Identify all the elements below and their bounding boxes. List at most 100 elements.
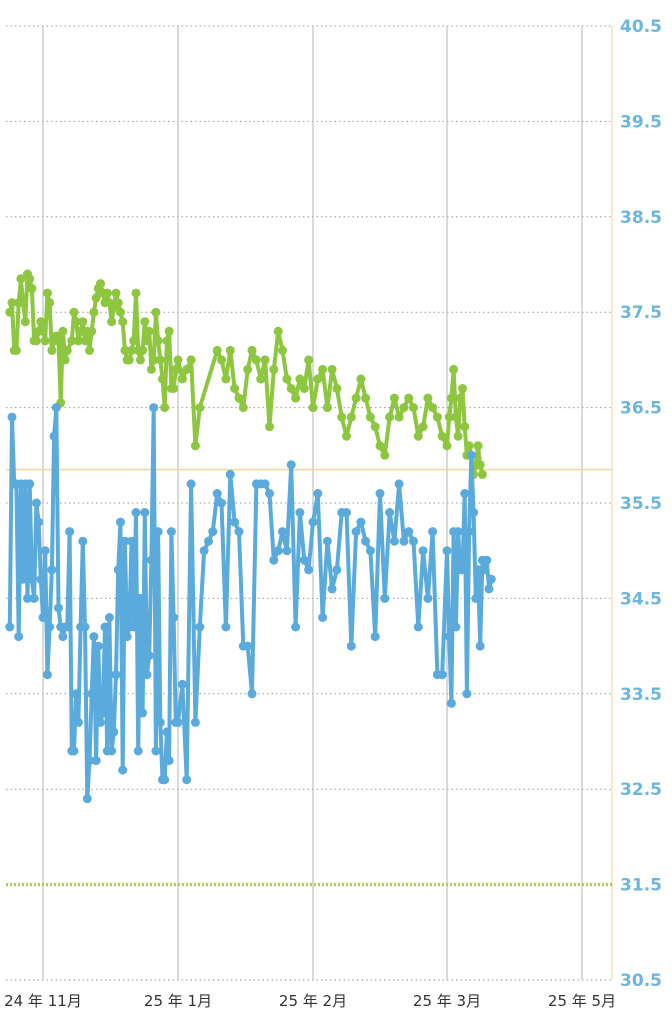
green-data-point — [449, 364, 459, 374]
blue-data-point — [14, 632, 24, 642]
blue-data-point — [87, 689, 97, 699]
green-data-point — [444, 412, 454, 422]
green-series — [5, 269, 487, 479]
blue-data-point — [460, 489, 470, 498]
blue-data-point — [375, 489, 385, 498]
green-data-point — [76, 326, 86, 336]
blue-data-point — [38, 613, 48, 622]
blue-data-point — [71, 689, 81, 699]
green-data-point — [477, 469, 487, 479]
green-data-point — [118, 317, 128, 327]
green-data-point — [332, 384, 342, 393]
y-tick-label: 31.5 — [620, 876, 662, 896]
x-axis-tick-labels: 24 年 11月 25 年 1月 25 年 2月 25 年 3月 25 年 5月 — [4, 992, 616, 1010]
green-data-point — [102, 288, 112, 298]
blue-data-point — [113, 565, 123, 575]
green-data-point — [375, 441, 385, 451]
blue-data-point — [118, 765, 128, 775]
y-tick-label: 30.5 — [620, 971, 662, 991]
green-data-point — [149, 355, 159, 365]
blue-data-point — [260, 479, 270, 489]
green-data-point — [256, 374, 266, 384]
y-axis-tick-labels: 40.5 39.5 38.5 37.5 36.5 35.5 34.5 33.5 32.5 31.5… — [620, 17, 662, 991]
blue-data-point — [247, 689, 257, 699]
blue-data-point — [423, 593, 433, 603]
green-data-point — [107, 317, 117, 327]
green-data-point — [247, 345, 257, 355]
y-tick-label: 39.5 — [620, 112, 662, 132]
green-data-point — [85, 345, 94, 355]
green-data-point — [365, 412, 375, 422]
green-data-point — [89, 307, 99, 317]
green-data-point — [428, 403, 438, 413]
blue-data-point — [135, 593, 145, 603]
blue-data-point — [29, 593, 39, 603]
blue-data-point — [437, 670, 447, 680]
blue-data-point — [80, 622, 90, 632]
green-data-point — [164, 326, 174, 336]
green-data-point — [120, 345, 130, 355]
green-data-point — [18, 298, 28, 308]
green-data-point — [265, 422, 274, 432]
green-data-point — [437, 431, 447, 441]
blue-data-point — [7, 412, 17, 422]
green-data-point — [278, 345, 287, 355]
green-data-point — [127, 345, 136, 355]
green-data-point — [356, 374, 366, 384]
blue-data-point — [413, 622, 423, 632]
blue-data-point — [332, 565, 342, 575]
green-data-point — [111, 288, 121, 298]
y-tick-label: 36.5 — [620, 399, 662, 419]
x-tick-label: 25 年 3月 — [413, 992, 481, 1010]
green-data-point — [238, 403, 248, 413]
blue-data-point — [469, 508, 479, 517]
blue-data-point — [286, 460, 296, 470]
green-data-point — [453, 431, 463, 441]
blue-data-point — [322, 536, 332, 546]
blue-data-point — [98, 708, 108, 718]
blue-data-point — [111, 670, 121, 680]
blue-data-point — [394, 479, 404, 489]
blue-data-point — [313, 489, 323, 498]
green-data-point — [60, 355, 70, 365]
vertical-gridlines — [42, 26, 613, 980]
y-tick-label: 40.5 — [620, 17, 662, 37]
green-data-point — [473, 441, 483, 451]
green-data-point — [286, 384, 296, 393]
blue-data-point — [107, 746, 117, 756]
green-data-point — [62, 345, 72, 355]
green-data-point — [195, 403, 205, 413]
green-data-point — [151, 307, 161, 317]
green-data-point — [351, 393, 361, 403]
blue-data-point — [69, 746, 79, 756]
green-data-point — [423, 393, 433, 403]
blue-data-point — [162, 727, 172, 737]
blue-data-point — [89, 632, 99, 642]
blue-data-point — [428, 527, 438, 537]
green-data-point — [418, 422, 428, 432]
blue-data-point — [104, 613, 114, 622]
green-data-point — [282, 374, 292, 384]
blue-data-point — [31, 498, 41, 508]
green-data-point — [173, 355, 183, 365]
blue-data-point — [308, 517, 318, 527]
blue-series-line — [7, 405, 494, 801]
blue-data-point — [380, 593, 390, 603]
green-data-point — [221, 374, 231, 384]
blue-data-point — [446, 698, 456, 708]
green-data-point — [153, 336, 163, 346]
blue-data-point — [190, 717, 200, 727]
green-data-point — [318, 364, 328, 374]
blue-data-point — [471, 593, 481, 603]
green-data-point — [47, 345, 57, 355]
blue-data-point — [93, 641, 103, 651]
blue-data-point — [47, 565, 57, 575]
y-tick-label: 35.5 — [620, 494, 662, 514]
blue-data-point — [129, 622, 139, 632]
blue-data-point — [173, 717, 183, 727]
blue-data-point — [169, 613, 179, 622]
green-data-point — [299, 384, 309, 393]
green-data-point — [432, 412, 442, 422]
blue-data-point — [273, 546, 283, 556]
